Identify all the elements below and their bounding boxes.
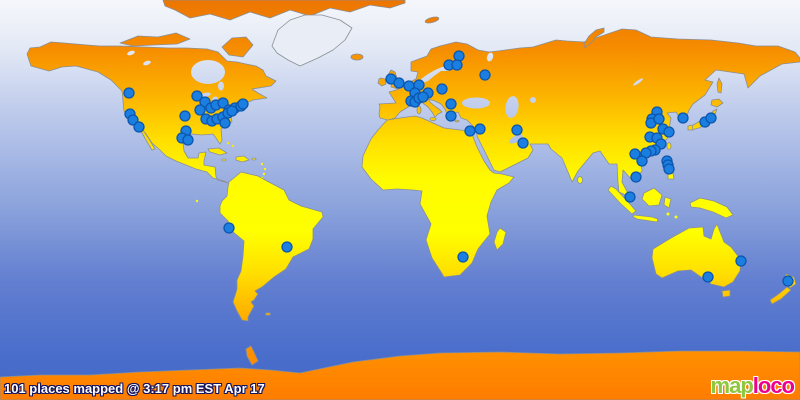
sardinia-corsica	[416, 105, 422, 115]
ireland	[377, 77, 387, 87]
status-text: 101 places mapped @ 3:17 pm EST Apr 17	[4, 381, 265, 396]
visitor-marker	[735, 255, 747, 267]
sakhalin	[716, 77, 723, 94]
bahamas	[226, 141, 230, 145]
taiwan	[666, 142, 672, 150]
logo-map: map	[710, 373, 754, 398]
white-sea	[486, 52, 494, 62]
visitor-marker	[123, 87, 135, 99]
visitor-marker	[445, 110, 457, 122]
visitor-marker	[226, 105, 238, 117]
visitor-marker	[127, 114, 139, 126]
aral-sea	[530, 97, 536, 103]
visitor-marker	[624, 191, 636, 203]
arctic-islands-band	[162, 0, 406, 21]
timor	[674, 215, 678, 219]
visitor-marker	[630, 171, 642, 183]
new-zealand-south	[769, 286, 792, 305]
new-guinea	[689, 197, 734, 219]
visitor-marker	[663, 163, 675, 175]
continent-antarctica	[0, 350, 800, 400]
great-slave-lake	[143, 60, 151, 66]
crete	[454, 119, 460, 123]
visitor-marker	[436, 83, 448, 95]
visitor-marker	[453, 50, 465, 62]
visitor-marker	[219, 117, 231, 129]
visitor-marker	[191, 90, 203, 102]
hispaniola	[235, 155, 250, 163]
java	[632, 214, 659, 223]
bahamas	[231, 144, 235, 148]
antilles-island	[262, 172, 266, 176]
falkland-islands	[265, 312, 271, 316]
visitor-marker	[636, 155, 648, 167]
antarctic-peninsula	[245, 345, 259, 366]
antilles-island	[263, 167, 267, 171]
visitor-marker	[223, 222, 235, 234]
tasmania	[721, 289, 731, 298]
great-bear-lake	[127, 50, 135, 56]
japan-hokkaido	[710, 98, 724, 108]
visitor-marker	[393, 77, 405, 89]
visitor-marker	[702, 271, 714, 283]
baltic-sea	[421, 66, 453, 83]
visitor-marker	[237, 98, 249, 110]
sri-lanka	[577, 176, 583, 184]
cuba	[207, 147, 228, 156]
sulawesi	[663, 196, 672, 209]
svalbard	[424, 16, 440, 24]
madagascar	[493, 227, 507, 251]
markers-layer	[123, 50, 794, 287]
black-sea	[462, 97, 490, 109]
visitor-marker	[517, 137, 529, 149]
visitor-marker	[194, 104, 206, 116]
visitor-marker	[705, 112, 717, 124]
galapagos	[195, 199, 199, 203]
visitor-marker	[281, 241, 293, 253]
logo-loco: loco	[752, 373, 795, 398]
visitor-marker	[445, 98, 457, 110]
visitor-marker	[179, 110, 191, 122]
visitor-marker	[451, 59, 463, 71]
lesser-sunda	[666, 212, 670, 216]
sicily	[429, 117, 437, 122]
visitor-marker	[782, 275, 794, 287]
visitor-marker	[217, 97, 229, 109]
visitor-marker	[663, 126, 675, 138]
visitor-marker	[417, 91, 429, 103]
visitor-marker	[677, 112, 689, 124]
james-bay	[218, 81, 224, 91]
caspian-sea	[505, 96, 519, 118]
jamaica	[221, 158, 227, 162]
borneo	[641, 187, 663, 207]
hudson-bay	[191, 60, 225, 84]
visitor-marker	[629, 148, 641, 160]
visitor-marker	[653, 113, 665, 125]
sumatra	[607, 185, 637, 215]
puerto-rico	[251, 157, 257, 161]
visitor-marker	[474, 123, 486, 135]
continent-australia	[651, 223, 742, 288]
greenland	[271, 14, 353, 67]
japan-kyushu	[687, 124, 694, 131]
maploco-logo: maploco	[710, 373, 795, 399]
persian-gulf	[509, 134, 523, 144]
iceland	[350, 53, 364, 61]
visitor-marker	[457, 251, 469, 263]
lake-baikal	[633, 78, 643, 86]
visitor-marker	[182, 134, 194, 146]
visitor-marker	[133, 121, 145, 133]
novaya-zemlya	[583, 27, 605, 49]
visitor-marker	[511, 124, 523, 136]
visitor-marker	[479, 69, 491, 81]
baffin-island	[221, 36, 254, 58]
antilles-island	[260, 162, 264, 166]
arctic-islands-west	[119, 32, 191, 47]
visitor-marker	[464, 125, 476, 137]
